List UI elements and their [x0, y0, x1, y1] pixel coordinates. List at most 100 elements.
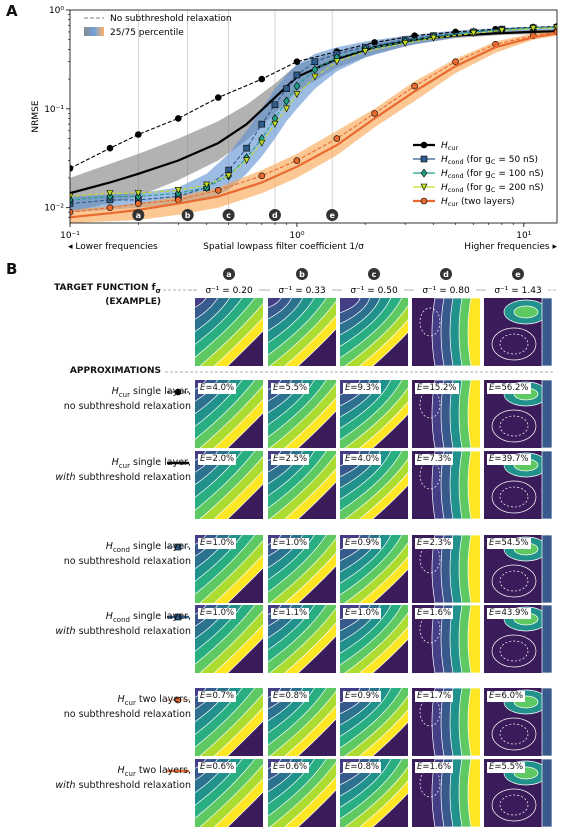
series-point-cond200 — [134, 189, 142, 197]
row-swatch-marker — [174, 696, 182, 704]
series-point-cond200 — [311, 73, 319, 81]
contour-edge — [541, 298, 552, 366]
legend-band-swatch — [84, 27, 104, 36]
series-point-cond50 — [258, 120, 266, 128]
contour-band — [467, 605, 480, 673]
left-hint: ◂ Lower frequencies — [68, 242, 158, 252]
x-axis-label: Spatial lowpass filter coefficient 1/σ — [203, 242, 364, 252]
right-hint: Higher frequencies ▸ — [464, 242, 557, 252]
error-label: E=5.5% — [487, 762, 526, 773]
contour-band — [467, 451, 480, 519]
series-point-cond200 — [174, 186, 182, 194]
approx-tile-1-b — [268, 451, 336, 519]
contour-loop — [491, 327, 537, 361]
series-point-two_dash — [135, 200, 142, 207]
error-label: E=39.7% — [487, 454, 531, 465]
series-point-cond50 — [271, 101, 279, 109]
legend-marker-3 — [420, 183, 428, 191]
contour-band — [467, 380, 480, 448]
error-label: E=1.6% — [415, 762, 454, 773]
sigma-label-a: σ⁻¹ = 0.20 — [205, 286, 253, 296]
series-point-cur_dash — [70, 165, 74, 172]
target-tile-b — [268, 298, 336, 366]
contour-band — [195, 298, 209, 312]
contour-edge — [541, 605, 552, 673]
series-point-two_dash — [333, 135, 341, 142]
legend-label-0: Hcur — [441, 141, 458, 152]
contour-band — [467, 298, 480, 366]
contour-loop — [499, 640, 529, 662]
sigma-label-bg — [199, 284, 259, 295]
marker-badge-label-e: e — [329, 211, 335, 220]
series-point-cond200 — [293, 91, 301, 99]
series-point-two_dash — [452, 58, 459, 65]
error-label: E=1.0% — [198, 538, 237, 549]
sigma-label-bg — [416, 284, 476, 295]
series-point-cond200 — [553, 24, 557, 32]
nrmse-chart: 10⁻¹ 10⁰ 10¹ 10⁻² 10⁻¹ 10⁰ NRMSE Spatial lowpas… — [31, 6, 557, 252]
target-tile-a — [195, 298, 263, 366]
series-point-cond200 — [361, 48, 369, 56]
target-tile-d — [412, 298, 480, 366]
marker-badge-e — [326, 209, 339, 221]
sigma-label-c: σ⁻¹ = 0.50 — [350, 286, 398, 296]
series-point-two_dash — [411, 82, 418, 90]
contour-band — [467, 688, 480, 756]
series-point-cond200 — [106, 189, 114, 197]
contour-loop — [491, 409, 537, 443]
contour-band — [195, 298, 223, 326]
contour-band — [268, 298, 295, 325]
series-point-cond50 — [293, 71, 301, 79]
error-label: E=0.9% — [343, 691, 382, 702]
row-label: Hcond single layer, no subthreshold relax… — [63, 541, 191, 567]
x-tick-label: 10⁻¹ — [60, 231, 80, 241]
series-point-two_dash — [70, 208, 74, 216]
series-point-cur_dash — [258, 75, 266, 83]
series-point-cur_dash — [293, 58, 301, 65]
marker-badge-label-a: a — [136, 211, 141, 220]
series-point-cond200 — [333, 58, 341, 66]
error-label: E=4.0% — [343, 454, 382, 465]
series-point-cond200 — [258, 139, 266, 147]
series-point-cond200 — [203, 181, 211, 189]
y-tick-label: 10⁻¹ — [44, 105, 64, 115]
error-label: E=6.0% — [487, 691, 526, 702]
contour-loop — [419, 307, 441, 337]
series-line-cond100 — [70, 26, 557, 201]
sigma-label-d: σ⁻¹ = 0.80 — [422, 286, 470, 296]
contour-loop — [491, 480, 537, 514]
series-line-two_dash — [70, 31, 557, 213]
marker-badge-c — [222, 209, 235, 221]
series-point-cond200 — [283, 105, 291, 113]
series-point-two_dash — [106, 204, 114, 211]
contour-blob — [513, 305, 539, 319]
target-tile-e — [484, 298, 552, 366]
error-label: E=1.6% — [415, 608, 454, 619]
series-point-cond50 — [243, 144, 250, 152]
column-badge-b — [296, 268, 308, 280]
error-label: E=0.6% — [198, 762, 237, 773]
error-label: E=1.0% — [271, 538, 310, 549]
error-label: E=54.5% — [487, 538, 531, 549]
error-label: E=2.5% — [271, 454, 310, 465]
contour-loop — [499, 723, 529, 745]
error-label: E=1.0% — [198, 608, 237, 619]
sigma-label-bg — [488, 284, 548, 295]
legend-dashed-label: No subthreshold relaxation — [110, 14, 232, 24]
series-point-cond200 — [470, 30, 477, 38]
error-label: E=0.8% — [343, 762, 382, 773]
series-line-cond200 — [70, 27, 557, 197]
error-label: E=1.0% — [343, 608, 382, 619]
sigma-label-bg — [272, 284, 332, 295]
panel-b-letter: B — [6, 260, 18, 278]
contour-band — [467, 759, 480, 827]
series-point-cond100 — [293, 81, 301, 91]
series-point-cur_dash — [174, 115, 182, 122]
column-badge-d — [440, 268, 452, 280]
error-label: E=0.8% — [271, 691, 310, 702]
column-badge-label-d: d — [443, 270, 449, 279]
legend-label-1: Hcond (for gC = 50 nS) — [441, 155, 538, 166]
marker-badge-label-d: d — [272, 211, 278, 220]
